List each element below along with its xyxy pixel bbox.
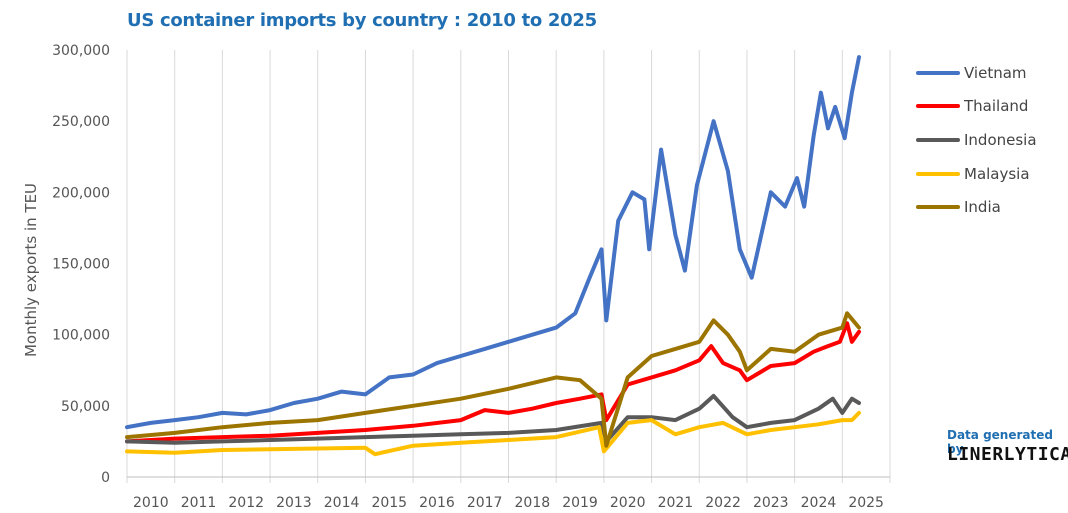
legend-item-india[interactable]: India [916,190,1037,224]
legend-swatch-malaysia [916,171,960,176]
x-axis-ticks: 2010 2011 2012 2013 2014 2015 2016 2017 2018 2019… [133,495,884,511]
y-tick-label: 250,000 [52,114,110,130]
chart-title: US container imports by country : 2010 t… [127,10,597,31]
legend-swatch-indonesia [916,137,960,142]
x-tick-label: 2014 [324,495,360,511]
x-tick-label: 2012 [228,495,264,511]
series-line-india [125,311,861,448]
x-tick-label: 2011 [181,495,217,511]
x-tick-label: 2013 [276,495,312,511]
x-tick-label: 2015 [371,495,407,511]
legend-label: Indonesia [964,130,1037,149]
legend-label: Vietnam [964,63,1027,82]
y-tick-label: 150,000 [52,257,110,273]
x-tick-label: 2025 [848,495,884,511]
series-lines [125,55,861,457]
x-tick-label: 2023 [753,495,789,511]
legend-item-vietnam[interactable]: Vietnam [916,56,1037,90]
grid-lines [126,50,891,483]
y-tick-label: 50,000 [61,399,110,415]
legend-label: Thailand [964,97,1029,116]
legend: Vietnam Thailand Indonesia Malaysia Indi… [916,56,1037,224]
x-tick-label: 2019 [562,495,598,511]
y-tick-label: 200,000 [52,185,110,201]
legend-label: Malaysia [964,164,1030,183]
y-tick-label: 100,000 [52,328,110,344]
legend-swatch-vietnam [916,70,960,75]
legend-swatch-india [916,205,960,210]
x-tick-label: 2024 [801,495,837,511]
y-tick-label: 0 [101,470,110,486]
x-tick-label: 2021 [658,495,694,511]
series-line-vietnam [125,55,861,430]
y-tick-label: 300,000 [52,43,110,59]
x-tick-label: 2017 [467,495,503,511]
x-tick-label: 2018 [515,495,551,511]
x-tick-label: 2020 [610,495,646,511]
legend-swatch-thailand [916,104,960,109]
legend-item-indonesia[interactable]: Indonesia [916,123,1037,157]
legend-item-malaysia[interactable]: Malaysia [916,157,1037,191]
x-tick-label: 2016 [419,495,455,511]
x-tick-label: 2022 [705,495,741,511]
series-line-indonesia [125,393,861,445]
brand-logo: LINERLYTICA [947,444,1068,465]
legend-label: India [964,198,1001,217]
legend-item-thailand[interactable]: Thailand [916,90,1037,124]
credit-text: Data generated by [947,428,1053,456]
series-line-malaysia [125,410,861,457]
x-tick-label: 2010 [133,495,169,511]
series-line-thailand [125,321,861,444]
y-axis-ticks: 0 50,000 100,000 150,000 200,000 250,000 300,0… [52,43,110,486]
